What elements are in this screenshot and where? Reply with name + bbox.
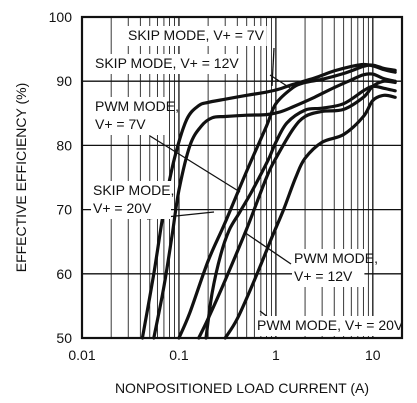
series-line-4 [204,84,397,340]
series-line-3 [177,63,397,340]
x-tick-label: 0.01 [68,347,95,363]
series-group [140,62,397,340]
annotation-bg [93,54,242,74]
y-tick-label: 60 [56,266,72,282]
annotation-text: SKIP MODE, V+ = 12V [95,55,239,71]
leader-line [243,231,292,265]
annotation-text: SKIP MODE, [93,182,174,198]
plot-frame [80,15,404,340]
annotation-bg [126,26,267,46]
x-axis-title: NONPOSITIONED LOAD CURRENT (A) [115,380,369,396]
y-tick-label: 70 [56,202,72,218]
x-tick-label: 0.1 [169,347,189,363]
annotation-text: SKIP MODE, V+ = 7V [128,27,265,43]
anno-skip-12v: SKIP MODE, V+ = 12V [93,54,242,74]
tick-labels: 0.01 0.1 1 10 50 60 70 80 90 100 [49,9,381,363]
series-line-6 [223,93,397,340]
annotation-bg [93,97,166,135]
series-line-2 [152,72,397,340]
anno-pwm-7v: PWM MODE, V+ = 7V [93,97,179,135]
annotation-text: PWM MODE, V+ = 20V [257,317,404,333]
annotation-bg [255,316,396,336]
annotation-text: V+ = 7V [95,116,146,132]
y-tick-label: 100 [49,9,73,25]
series-line-5 [197,79,397,340]
y-tick-label: 80 [56,137,72,153]
y-axis-title: EFFECTIVE EFFICIENCY (%) [13,83,29,273]
x-tick-label: 10 [365,347,381,363]
leader-line [269,74,291,89]
annotation-text: V+ = 20V [93,200,152,216]
x-tick-label: 1 [272,347,280,363]
annotation-bg [292,249,365,287]
anno-skip-20v: SKIP MODE, V+ = 20V [91,181,174,219]
annotation-bg [91,181,171,219]
anno-pwm-12v: PWM MODE, V+ = 12V [292,249,378,287]
anno-pwm-20v: PWM MODE, V+ = 20V [255,316,404,336]
y-tick-label: 90 [56,73,72,89]
annotation-text: PWM MODE, [294,250,378,266]
leader-line [271,47,275,87]
y-tick-label: 50 [56,330,72,346]
series-line-1 [140,62,397,340]
anno-skip-7v: SKIP MODE, V+ = 7V [126,26,267,46]
leader-line [149,135,241,193]
annotation-text: V+ = 12V [294,268,353,284]
annotation-text: PWM MODE, [95,98,179,114]
